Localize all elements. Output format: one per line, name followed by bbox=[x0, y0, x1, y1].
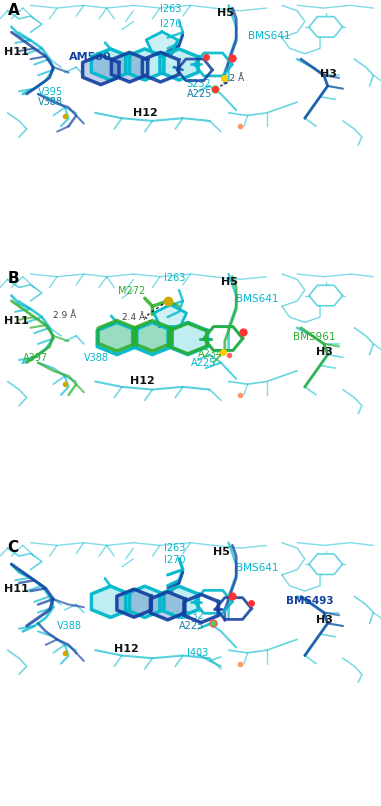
Text: H5: H5 bbox=[221, 276, 238, 287]
Text: A225: A225 bbox=[179, 621, 205, 630]
Polygon shape bbox=[117, 589, 151, 617]
Text: BMS641: BMS641 bbox=[236, 294, 279, 304]
Text: H3: H3 bbox=[316, 347, 333, 356]
Polygon shape bbox=[168, 322, 208, 355]
Text: V388: V388 bbox=[84, 353, 109, 364]
Polygon shape bbox=[134, 321, 171, 351]
Text: C: C bbox=[8, 540, 19, 555]
Polygon shape bbox=[146, 31, 178, 53]
Text: V388: V388 bbox=[57, 621, 82, 630]
Polygon shape bbox=[91, 586, 130, 617]
Text: S232: S232 bbox=[187, 79, 211, 89]
Text: H3: H3 bbox=[320, 69, 337, 78]
Text: H12: H12 bbox=[133, 107, 158, 118]
Text: A225: A225 bbox=[190, 358, 216, 368]
Polygon shape bbox=[160, 586, 198, 617]
Text: H12: H12 bbox=[114, 644, 139, 654]
Text: I263: I263 bbox=[160, 4, 181, 14]
Text: A234: A234 bbox=[198, 349, 223, 359]
Text: BMS961: BMS961 bbox=[293, 332, 336, 342]
Text: H5: H5 bbox=[213, 546, 230, 557]
Text: H5: H5 bbox=[217, 8, 234, 18]
Text: BMS641: BMS641 bbox=[236, 563, 279, 573]
Text: 2.9 Å: 2.9 Å bbox=[53, 311, 77, 320]
Text: BMS493: BMS493 bbox=[286, 596, 333, 606]
Text: I263: I263 bbox=[164, 542, 185, 553]
Polygon shape bbox=[126, 586, 164, 617]
Text: I263: I263 bbox=[164, 272, 185, 283]
Text: V395: V395 bbox=[38, 87, 63, 98]
Text: 2.2 Å: 2.2 Å bbox=[221, 73, 244, 82]
Text: BMS641: BMS641 bbox=[248, 31, 290, 41]
Text: I270: I270 bbox=[160, 19, 181, 29]
Text: H12: H12 bbox=[130, 376, 154, 385]
Text: I270: I270 bbox=[164, 555, 185, 565]
Polygon shape bbox=[150, 592, 185, 620]
Text: H11: H11 bbox=[4, 584, 29, 594]
Polygon shape bbox=[91, 49, 130, 80]
Text: H3: H3 bbox=[316, 615, 333, 625]
Polygon shape bbox=[83, 55, 119, 85]
Text: B: B bbox=[8, 272, 19, 286]
Text: I403: I403 bbox=[187, 647, 208, 658]
Text: H11: H11 bbox=[4, 316, 29, 326]
Text: V388: V388 bbox=[38, 97, 63, 106]
Text: A: A bbox=[8, 2, 19, 18]
Text: H11: H11 bbox=[4, 47, 29, 57]
Text: A397: A397 bbox=[23, 353, 48, 364]
Text: S232: S232 bbox=[179, 611, 204, 621]
Text: M272: M272 bbox=[118, 286, 146, 296]
Polygon shape bbox=[154, 305, 187, 326]
Polygon shape bbox=[97, 322, 137, 355]
Polygon shape bbox=[98, 321, 136, 351]
Text: 2.4 Å: 2.4 Å bbox=[122, 313, 145, 322]
Text: A225: A225 bbox=[187, 89, 212, 98]
Text: AM580: AM580 bbox=[69, 52, 111, 62]
Polygon shape bbox=[160, 49, 198, 80]
Polygon shape bbox=[133, 322, 172, 355]
Polygon shape bbox=[126, 49, 164, 80]
Polygon shape bbox=[111, 52, 148, 82]
